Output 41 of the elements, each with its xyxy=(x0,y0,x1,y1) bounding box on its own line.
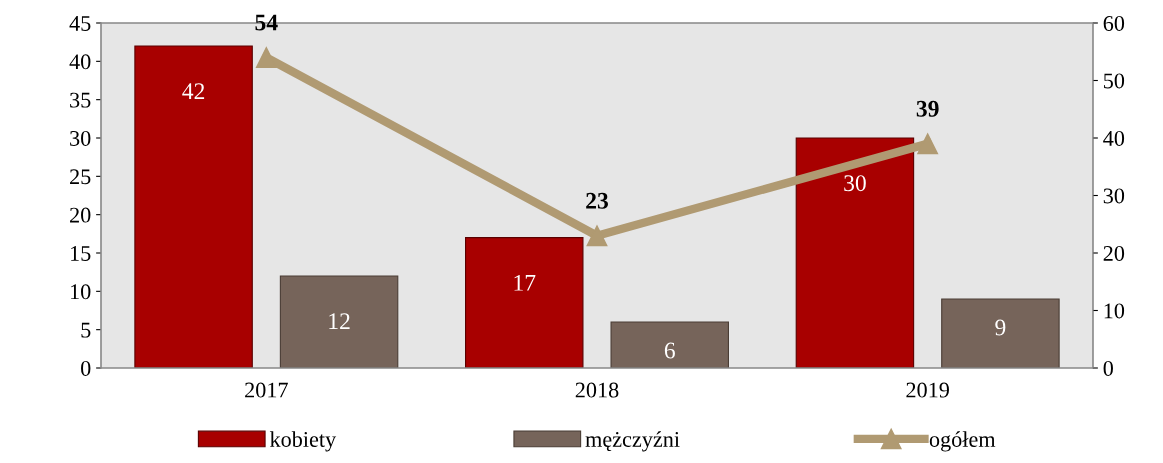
data-label: 12 xyxy=(329,313,350,329)
point xyxy=(255,47,277,68)
bar xyxy=(941,298,1060,368)
legend-label: mężczyźni xyxy=(585,431,680,452)
data-label: 6 xyxy=(664,342,675,359)
x-tick-label: 2018 xyxy=(575,382,619,398)
data-label: 23 xyxy=(586,192,608,209)
y2-tick-label: 20 xyxy=(1103,245,1125,261)
y-tick-label: 40 xyxy=(69,54,91,70)
y-tick-label: 0 xyxy=(81,360,91,376)
y-tick-label: 10 xyxy=(71,284,91,300)
y2-tick-label: 10 xyxy=(1104,303,1125,319)
y-tick-label: 20 xyxy=(70,207,91,223)
y-tick-label: 45 xyxy=(69,16,91,31)
y-tick-label: 5 xyxy=(81,322,91,338)
data-label: 17 xyxy=(514,274,536,291)
point xyxy=(586,225,608,247)
y2-tick-label: 50 xyxy=(1104,73,1125,89)
x-tick-label: 2019 xyxy=(906,382,949,398)
bar xyxy=(279,275,399,368)
bar xyxy=(610,321,729,368)
y-tick-label: 15 xyxy=(71,246,91,261)
legend-label: ogółem xyxy=(929,431,996,452)
y2-tick-label: 40 xyxy=(1103,130,1125,146)
data-label: 42 xyxy=(182,83,205,99)
legend-label: kobiety xyxy=(269,431,337,452)
point xyxy=(917,133,939,155)
data-label: 54 xyxy=(255,14,278,31)
y-tick-label: 25 xyxy=(70,169,91,185)
data-label: 9 xyxy=(995,319,1006,336)
y2-tick-label: 60 xyxy=(1103,15,1125,31)
bar xyxy=(465,237,584,368)
y-tick-label: 30 xyxy=(70,130,91,146)
x-tick-label: 2017 xyxy=(245,382,288,398)
data-label: 30 xyxy=(844,175,866,192)
y2-tick-label: 0 xyxy=(1103,360,1113,376)
bar xyxy=(134,45,253,368)
y2-tick-label: 30 xyxy=(1103,188,1125,204)
bar xyxy=(795,137,915,368)
data-label: 39 xyxy=(916,100,939,117)
y-tick-label: 35 xyxy=(70,92,91,108)
